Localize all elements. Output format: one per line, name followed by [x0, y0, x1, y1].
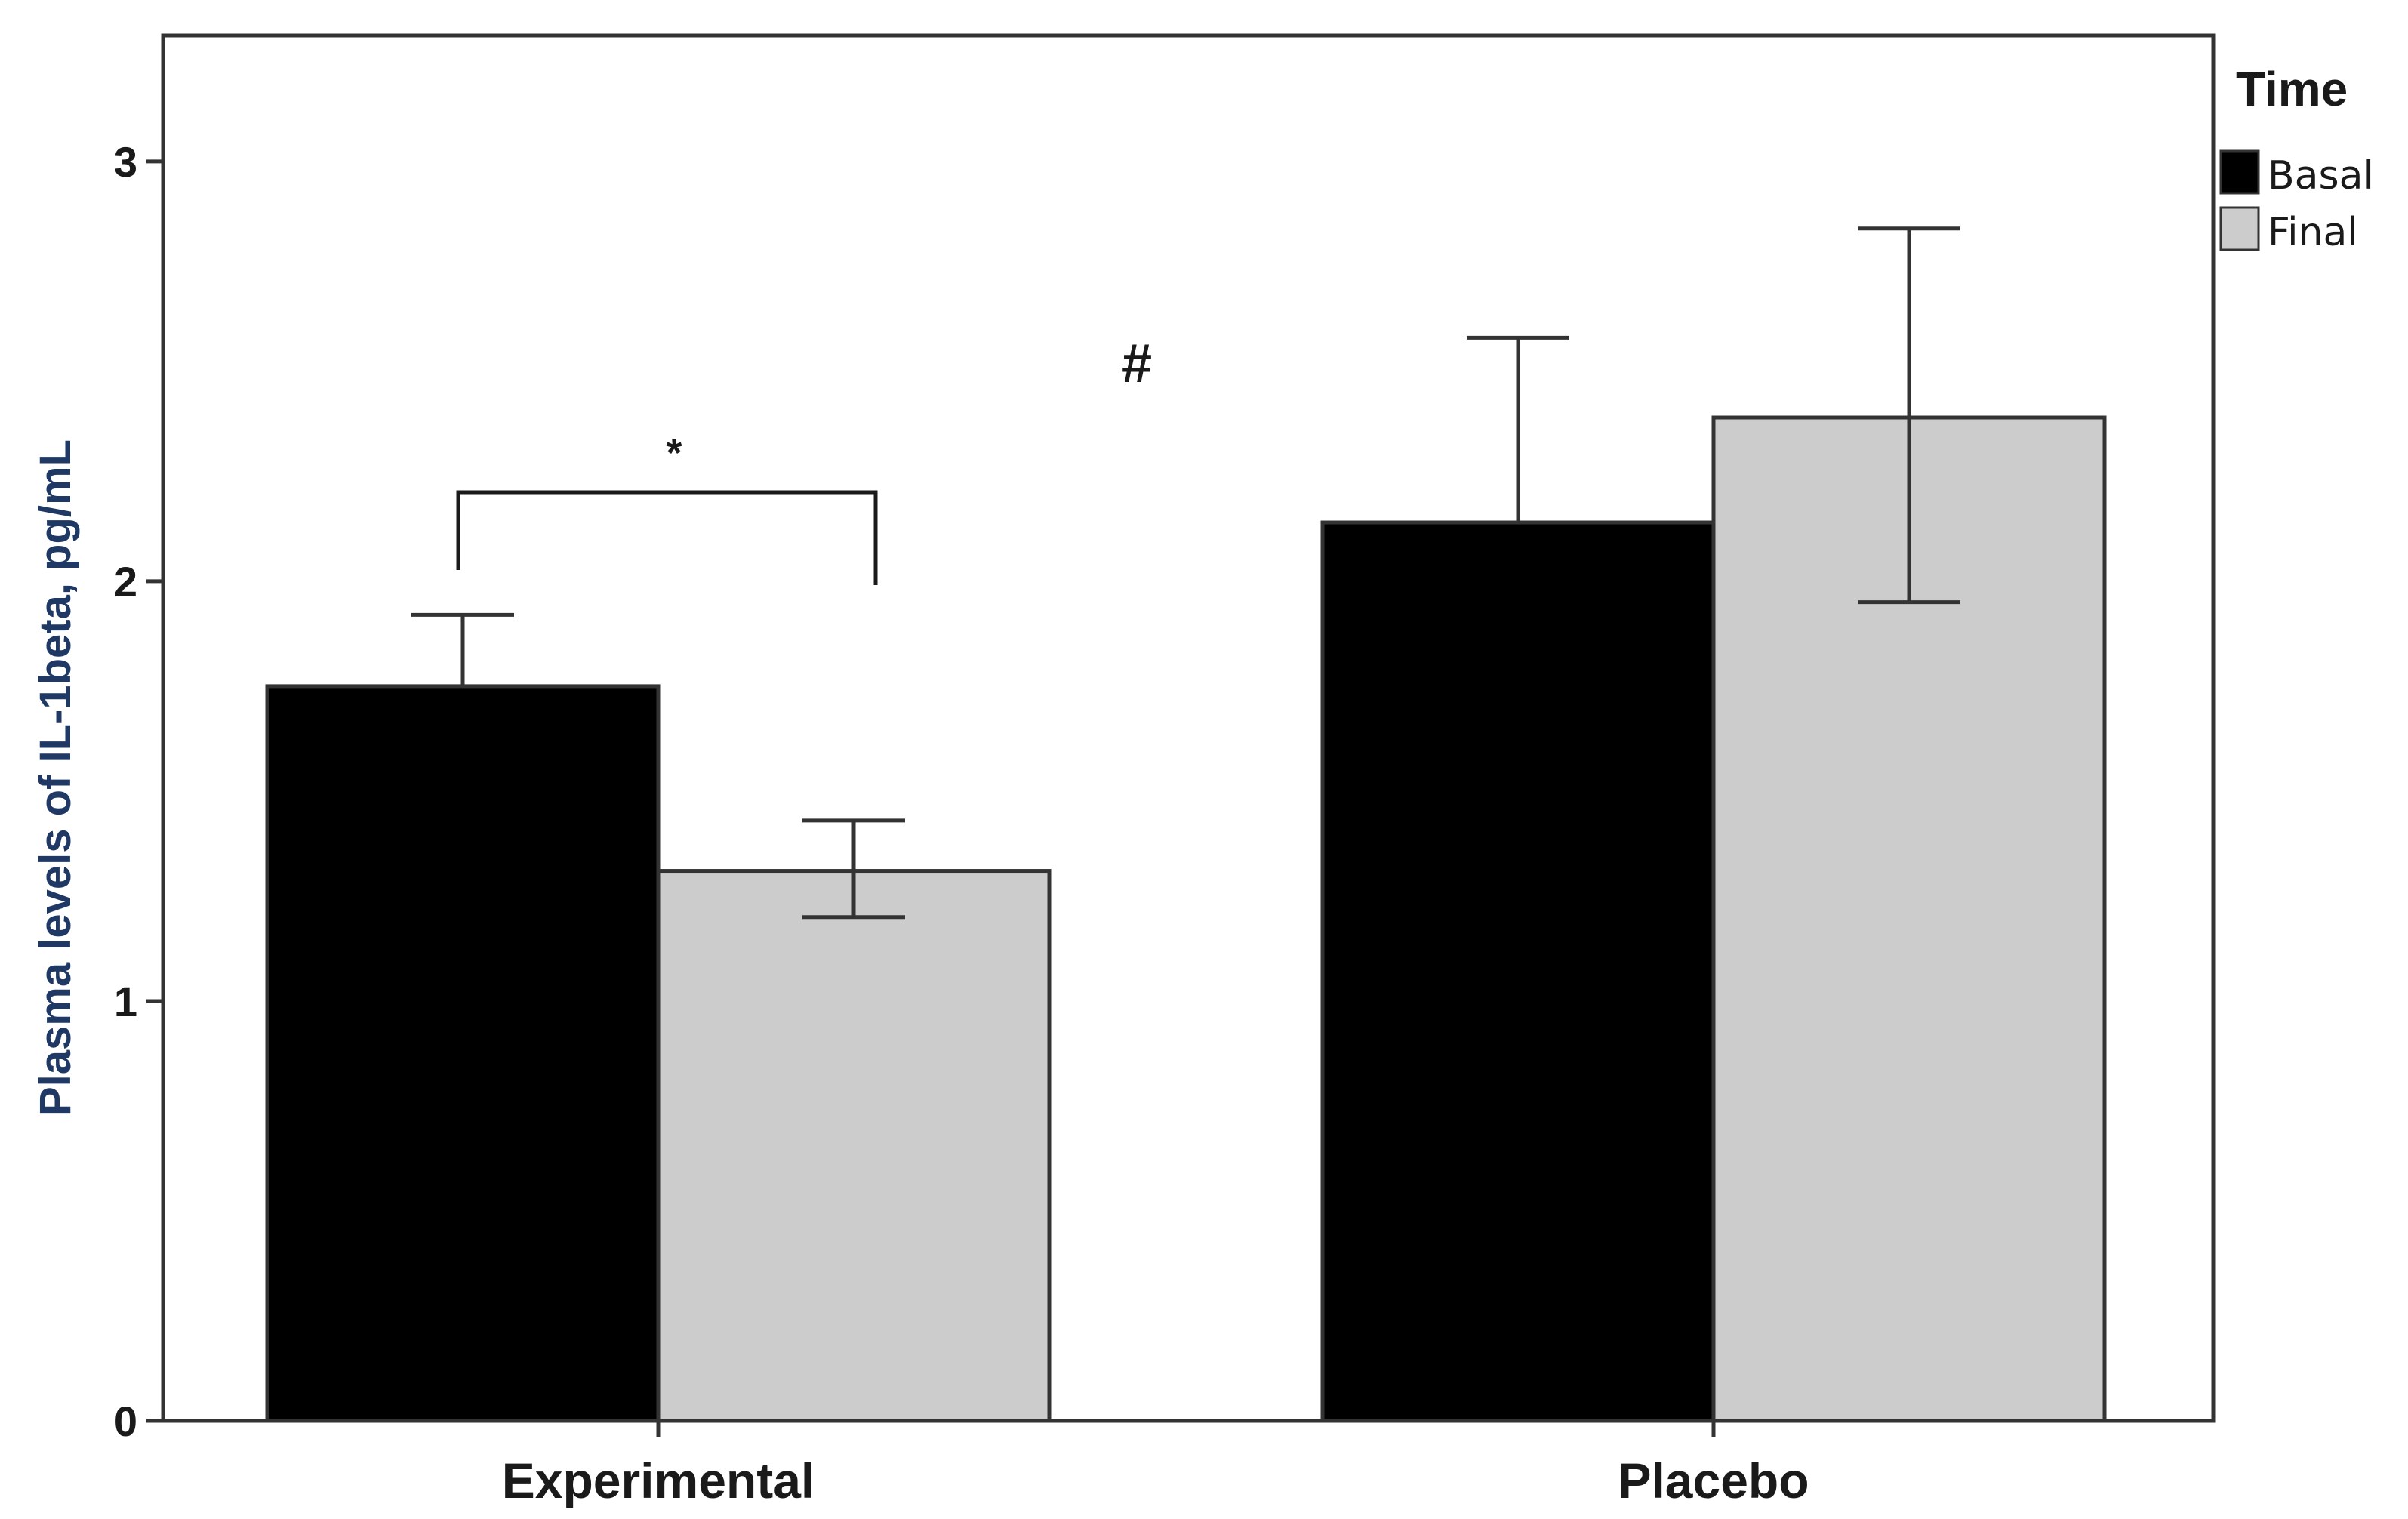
significance-bracket — [456, 490, 878, 585]
legend-swatch-final — [2219, 206, 2260, 251]
legend-label-final: Final — [2268, 210, 2358, 255]
bar-final-experimental — [656, 869, 1052, 1423]
plot-frame — [161, 33, 2216, 1423]
y-tick-label: 1 — [114, 978, 137, 1025]
bar-basal-experimental — [265, 684, 661, 1423]
bars — [265, 415, 2107, 1423]
legend-title: Time — [2236, 62, 2348, 116]
x-category-label: Placebo — [1618, 1453, 1809, 1508]
legend: Time Basal Final — [2219, 62, 2374, 255]
legend-swatch-basal — [2219, 149, 2260, 195]
y-tick-label: 0 — [114, 1397, 137, 1445]
x-axis-categories: Experimental Placebo — [502, 1421, 1809, 1508]
x-category-label: Experimental — [502, 1453, 815, 1508]
bar-basal-placebo — [1320, 520, 1716, 1423]
significance-hash: # — [1122, 334, 1152, 394]
error-bars — [411, 226, 1960, 920]
significance-star: * — [666, 430, 682, 476]
y-tick-label: 2 — [114, 558, 137, 605]
legend-label-basal: Basal — [2268, 153, 2374, 199]
y-axis-label: Plasma levels of IL-1beta, pg/mL — [31, 439, 80, 1116]
y-axis-ticks: 0 1 2 3 — [114, 138, 163, 1445]
y-tick-label: 3 — [114, 138, 137, 186]
